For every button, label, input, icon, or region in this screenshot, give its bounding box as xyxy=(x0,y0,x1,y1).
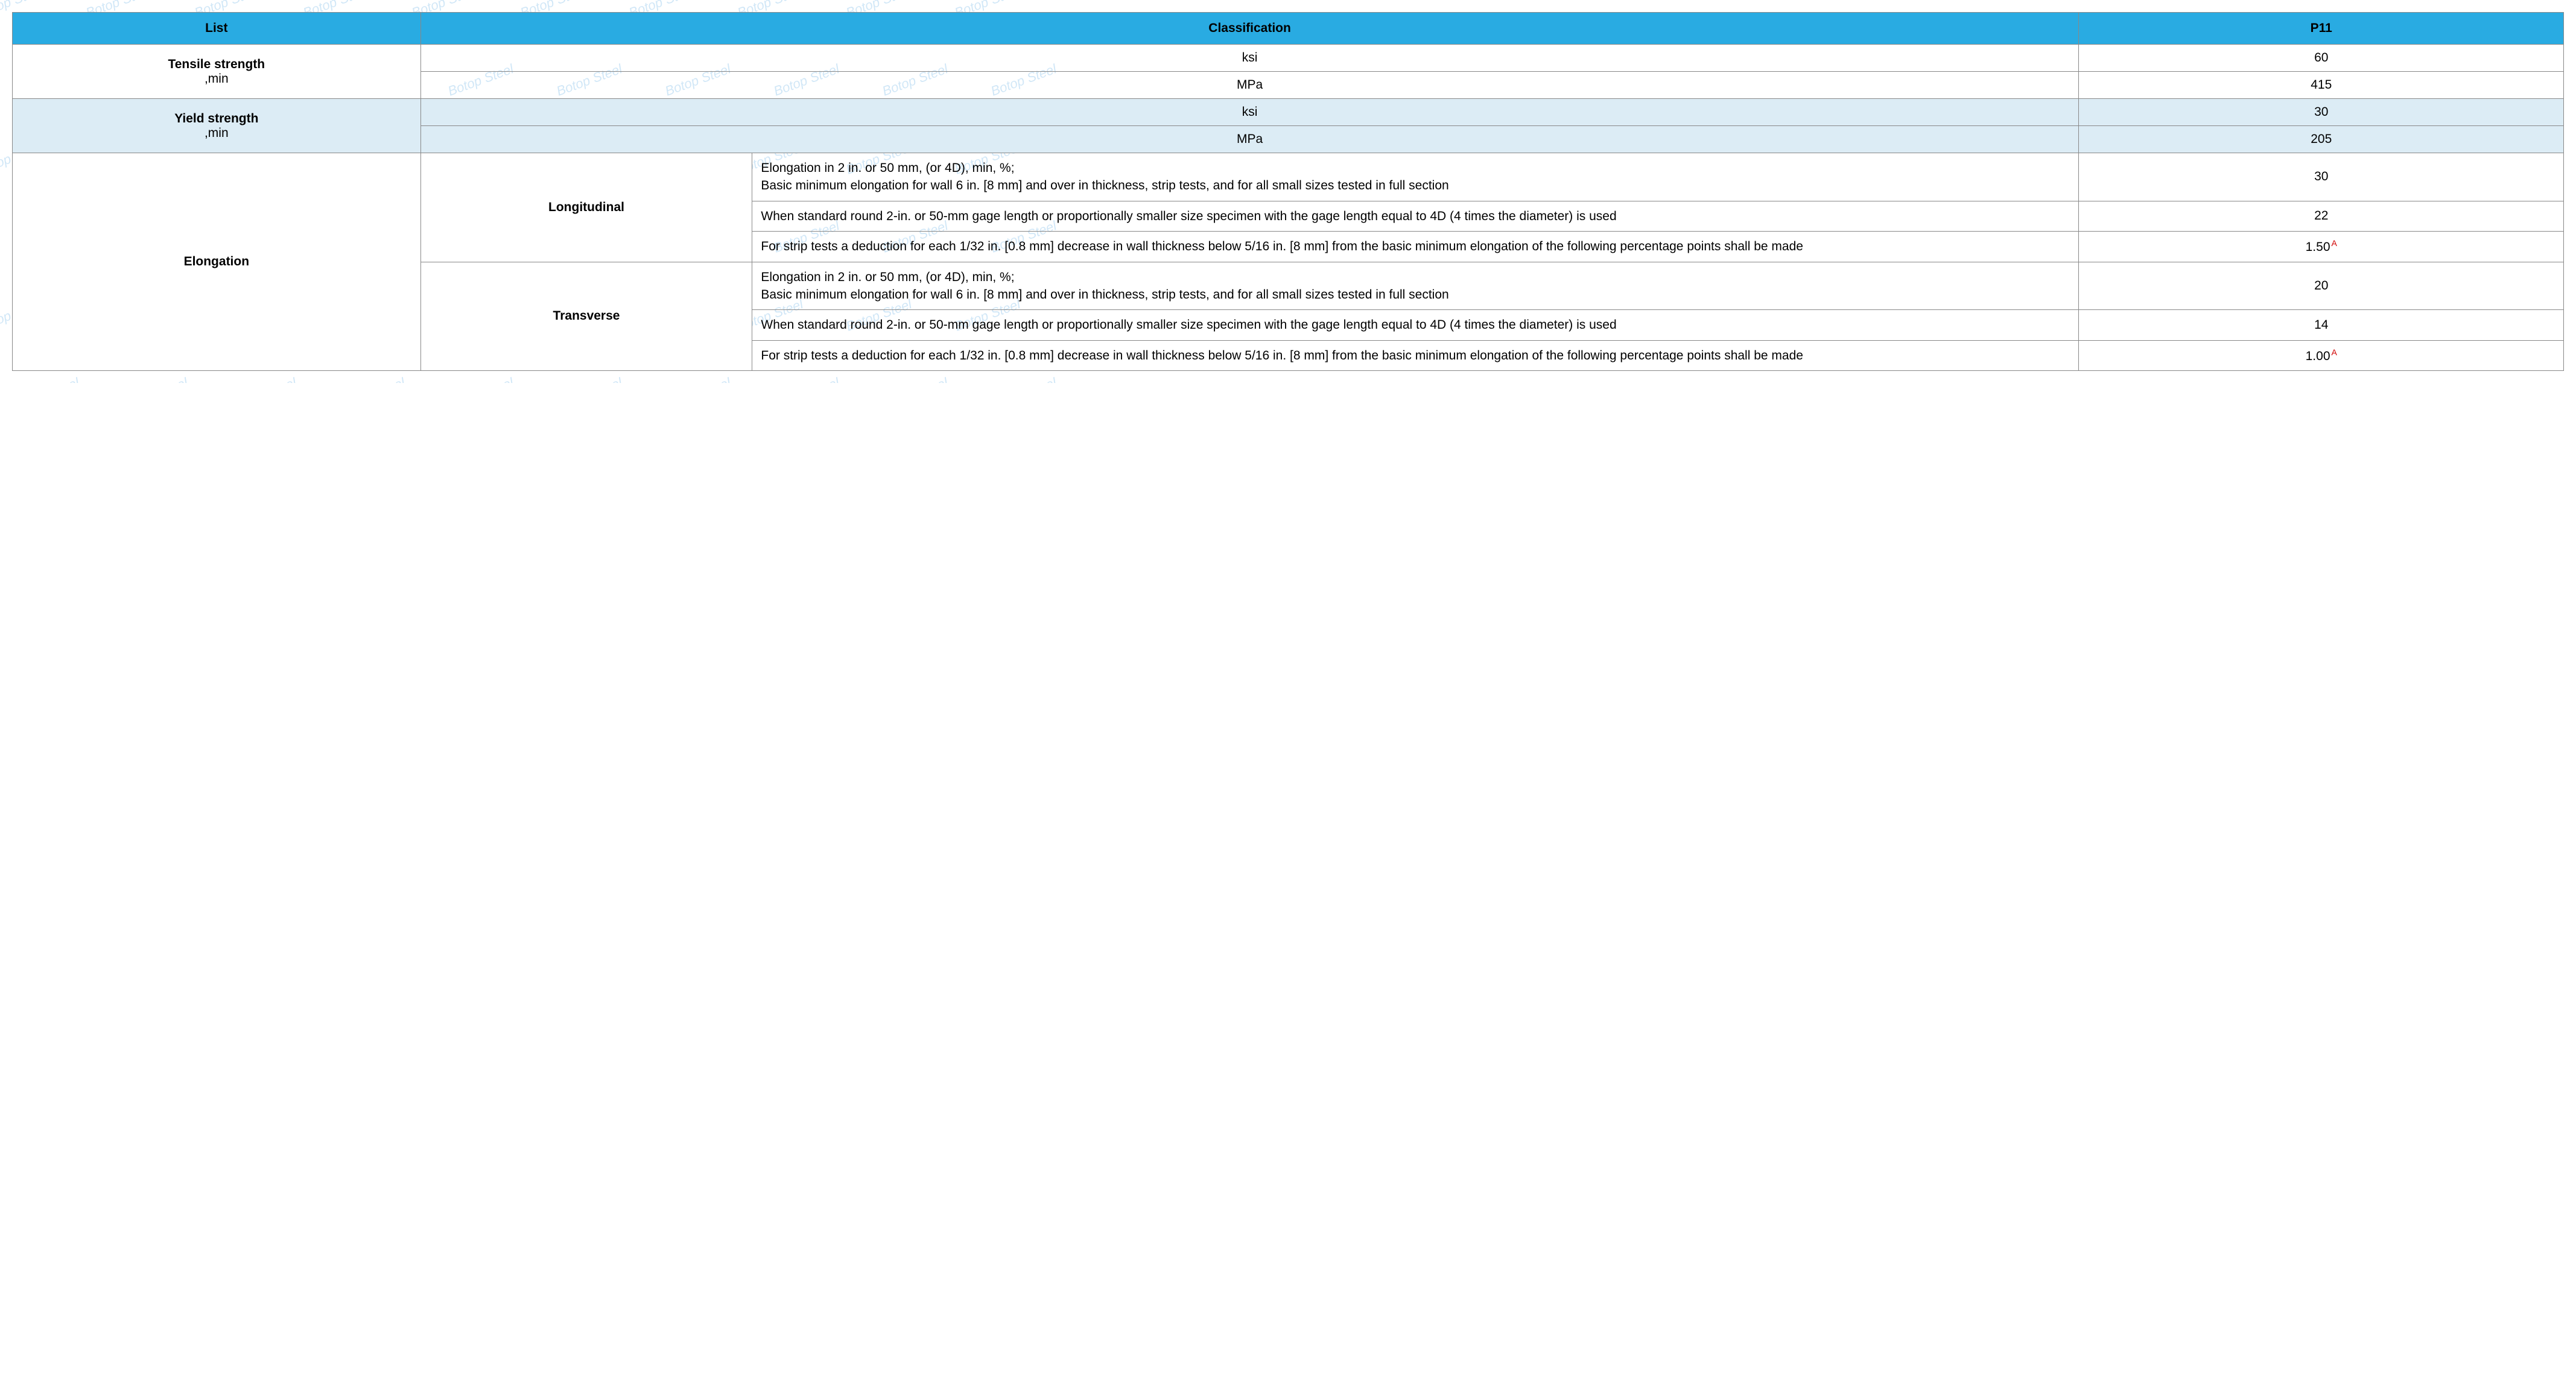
elong-long-val-2: 1.50A xyxy=(2079,232,2564,262)
elong-long-desc-1: When standard round 2-in. or 50-mm gage … xyxy=(752,201,2079,231)
elong-trans-val-1-num: 14 xyxy=(2314,318,2328,332)
yield-label-cell: Yield strength ,min xyxy=(13,99,421,153)
elong-trans-val-1: 14 xyxy=(2079,310,2564,340)
tensile-sub: ,min xyxy=(21,72,412,86)
elong-long-row-0: Elongation Longitudinal Elongation in 2 … xyxy=(13,153,2564,201)
elong-long-val-0-num: 30 xyxy=(2314,169,2328,183)
header-p11: P11 xyxy=(2079,13,2564,45)
elongation-label: Elongation xyxy=(184,255,250,268)
elong-trans-val-2: 1.00A xyxy=(2079,340,2564,370)
spec-table: List Classification P11 Tensile strength… xyxy=(12,12,2564,371)
elong-trans-val-2-num: 1.00 xyxy=(2306,349,2330,363)
elong-trans-desc-0: Elongation in 2 in. or 50 mm, (or 4D), m… xyxy=(752,262,2079,310)
tensile-unit-mpa: MPa xyxy=(420,72,2079,99)
tensile-row-ksi: Tensile strength ,min ksi 60 xyxy=(13,45,2564,72)
yield-sub: ,min xyxy=(21,126,412,141)
yield-row-ksi: Yield strength ,min ksi 30 xyxy=(13,99,2564,126)
elong-long-val-2-note: A xyxy=(2332,238,2337,248)
elongation-label-cell: Elongation xyxy=(13,153,421,371)
yield-val-ksi: 30 xyxy=(2079,99,2564,126)
elong-trans-val-0-num: 20 xyxy=(2314,279,2328,293)
transverse-label: Transverse xyxy=(420,262,752,371)
header-row: List Classification P11 xyxy=(13,13,2564,45)
tensile-val-mpa: 415 xyxy=(2079,72,2564,99)
elong-trans-desc-1: When standard round 2-in. or 50-mm gage … xyxy=(752,310,2079,340)
elong-long-val-1-num: 22 xyxy=(2314,209,2328,223)
elong-trans-val-2-note: A xyxy=(2332,347,2337,357)
tensile-label-cell: Tensile strength ,min xyxy=(13,45,421,99)
tensile-label: Tensile strength xyxy=(168,57,265,71)
tensile-unit-ksi: ksi xyxy=(420,45,2079,72)
yield-unit-ksi: ksi xyxy=(420,99,2079,126)
elong-long-desc-2: For strip tests a deduction for each 1/3… xyxy=(752,232,2079,262)
header-list: List xyxy=(13,13,421,45)
elong-long-val-2-num: 1.50 xyxy=(2306,240,2330,254)
longitudinal-label: Longitudinal xyxy=(420,153,752,262)
header-classification: Classification xyxy=(420,13,2079,45)
yield-label: Yield strength xyxy=(174,112,258,125)
yield-val-mpa: 205 xyxy=(2079,126,2564,153)
yield-unit-mpa: MPa xyxy=(420,126,2079,153)
elong-long-val-0: 30 xyxy=(2079,153,2564,201)
elong-trans-desc-2: For strip tests a deduction for each 1/3… xyxy=(752,340,2079,370)
elong-trans-val-0: 20 xyxy=(2079,262,2564,310)
elong-long-val-1: 22 xyxy=(2079,201,2564,231)
elong-long-desc-0: Elongation in 2 in. or 50 mm, (or 4D), m… xyxy=(752,153,2079,201)
tensile-val-ksi: 60 xyxy=(2079,45,2564,72)
